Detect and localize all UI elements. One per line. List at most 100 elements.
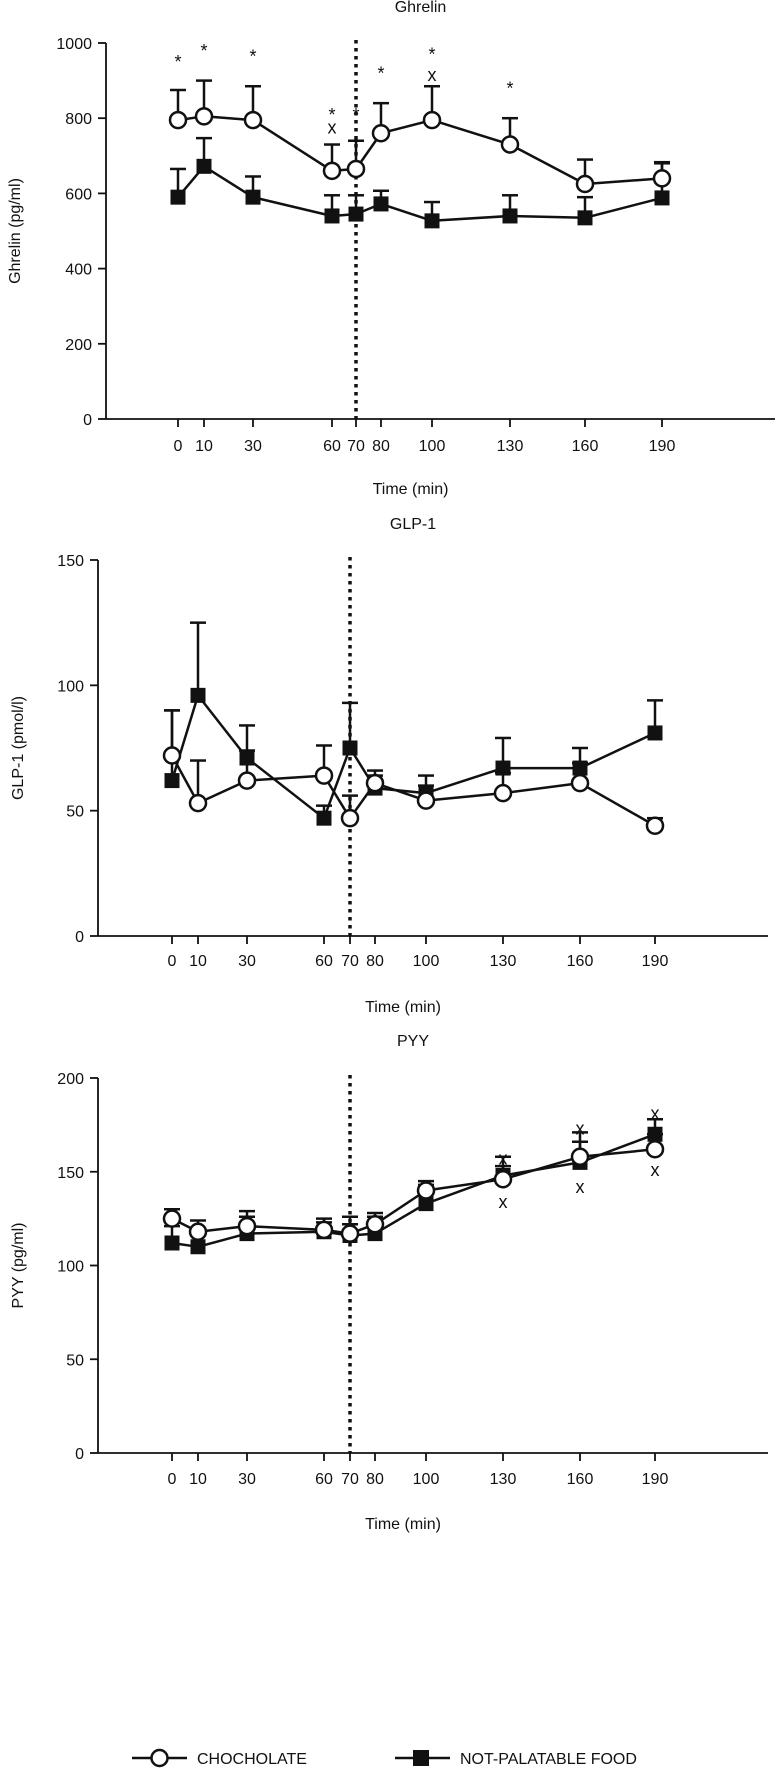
glp-1-x-tick-label-190: 190 bbox=[642, 953, 669, 970]
pyy-annotation-x-4: x bbox=[651, 1104, 660, 1124]
glp-1-x-tick-label-60: 60 bbox=[315, 953, 333, 970]
ghrelin-x-tick-label-160: 160 bbox=[572, 438, 599, 455]
pyy-annotation-x-0: x bbox=[499, 1149, 508, 1169]
ghrelin-chocholate-point bbox=[322, 161, 342, 181]
pyy-x-tick-label-80: 80 bbox=[366, 1471, 384, 1488]
pyy-x-tick-label-10: 10 bbox=[189, 1471, 207, 1488]
glp-1-chocholate-point bbox=[645, 816, 665, 835]
pyy-annotation-x-2: x bbox=[576, 1119, 585, 1139]
pyy-x-tick-label-100: 100 bbox=[413, 1471, 440, 1488]
ghrelin-not-palatable-food-point bbox=[373, 196, 389, 212]
ghrelin-chocholate-point bbox=[652, 169, 672, 188]
glp-1-x-tick-label-10: 10 bbox=[189, 953, 207, 970]
pyy-not-palatable-food-point bbox=[418, 1196, 434, 1212]
pyy-annotation-x-1: x bbox=[499, 1192, 508, 1212]
glp-1-y-tick-label-150: 150 bbox=[57, 553, 84, 570]
pyy-y-tick-label-0: 0 bbox=[75, 1446, 84, 1463]
pyy-chocholate-point bbox=[365, 1215, 385, 1234]
pyy-title: PYY bbox=[397, 1033, 429, 1050]
pyy-x-tick-label-0: 0 bbox=[168, 1471, 177, 1488]
ghrelin-chocholate-series-line bbox=[177, 115, 663, 186]
glp-1-not-palatable-food-point bbox=[647, 725, 663, 741]
pyy-not-palatable-food-point bbox=[190, 1239, 206, 1255]
ghrelin-x-tick-label-100: 100 bbox=[419, 438, 446, 455]
ghrelin-chocholate-point bbox=[371, 123, 391, 143]
ghrelin-not-palatable-food-point bbox=[654, 190, 670, 206]
legend-filled-square-marker bbox=[413, 1750, 429, 1766]
pyy-chocholate-point bbox=[237, 1216, 257, 1236]
glp-1-x-tick-label-100: 100 bbox=[413, 953, 440, 970]
glp-1-chocholate-point bbox=[570, 773, 590, 793]
legend-label-not-palatable-food: NOT-PALATABLE FOOD bbox=[460, 1751, 637, 1768]
glp-1-x-tick-label-70: 70 bbox=[341, 953, 359, 970]
glp-1-not-palatable-food-point bbox=[190, 687, 206, 703]
ghrelin-y-tick-label-0: 0 bbox=[83, 412, 92, 429]
ghrelin-annotation-asterisk-2: * bbox=[249, 47, 256, 67]
ghrelin-x-tick-label-80: 80 bbox=[372, 438, 390, 455]
ghrelin-y-tick-label-1000: 1000 bbox=[56, 36, 92, 53]
pyy-not-palatable-food-point bbox=[647, 1126, 663, 1142]
ghrelin-annotation-asterisk-6: * bbox=[377, 63, 384, 83]
pyy-y-tick-label-200: 200 bbox=[57, 1071, 84, 1088]
pyy-chocholate-point bbox=[416, 1181, 436, 1200]
pyy-chocholate-point bbox=[340, 1224, 360, 1243]
ghrelin-annotation-x-4: x bbox=[328, 118, 337, 138]
ghrelin-not-palatable-food-point bbox=[170, 189, 186, 205]
glp-1-x-tick-label-80: 80 bbox=[366, 953, 384, 970]
ghrelin-chocholate-point bbox=[168, 110, 188, 130]
glp-1-not-palatable-food-series-line bbox=[170, 694, 656, 820]
glp-1-x-axis-title: Time (min) bbox=[365, 999, 441, 1016]
ghrelin-y-axis-title: Ghrelin (pg/ml) bbox=[7, 178, 24, 284]
pyy-chocholate-point bbox=[314, 1220, 334, 1240]
ghrelin-x-tick-label-0: 0 bbox=[174, 438, 183, 455]
ghrelin-x-tick-label-70: 70 bbox=[347, 438, 365, 455]
ghrelin-x-axis-title: Time (min) bbox=[373, 481, 449, 498]
ghrelin-annotation-asterisk-3: * bbox=[328, 105, 335, 125]
ghrelin-chocholate-point bbox=[575, 174, 595, 194]
glp-1-chocholate-point bbox=[493, 783, 513, 803]
pyy-x-tick-label-30: 30 bbox=[238, 1471, 256, 1488]
glp-1-title: GLP-1 bbox=[390, 516, 436, 533]
glp-1-y-tick-label-50: 50 bbox=[66, 804, 84, 821]
ghrelin-not-palatable-food-point bbox=[196, 158, 212, 174]
legend: CHOCHOLATE NOT-PALATABLE FOOD bbox=[132, 1748, 637, 1768]
glp-1-chocholate-point bbox=[162, 746, 182, 765]
glp-1-not-palatable-food-point bbox=[495, 760, 511, 776]
ghrelin-annotation-asterisk-7: * bbox=[428, 45, 435, 65]
ghrelin-chocholate-point bbox=[500, 135, 520, 154]
glp-1-chocholate-point bbox=[314, 766, 334, 785]
pyy-chocholate-point bbox=[493, 1170, 513, 1189]
legend-label-chocolate: CHOCHOLATE bbox=[197, 1751, 307, 1768]
ghrelin-not-palatable-food-point bbox=[577, 210, 593, 226]
glp-1-y-axis-title: GLP-1 (pmol/l) bbox=[10, 696, 27, 800]
pyy-y-tick-label-100: 100 bbox=[57, 1259, 84, 1276]
ghrelin-not-palatable-food-point bbox=[424, 213, 440, 229]
pyy-x-tick-label-60: 60 bbox=[315, 1471, 333, 1488]
glp-1-x-tick-label-30: 30 bbox=[238, 953, 256, 970]
ghrelin-annotation-asterisk-9: * bbox=[506, 78, 513, 98]
glp1-chart: GLP-1 0 50 100 150 0 10 30 60 70 80 100 130 160 190 Tim… bbox=[10, 516, 768, 1016]
pyy-chart: PYY 0 50 100 150 200 0 10 30 60 70 80 100 130 160 190 Ti… bbox=[10, 1033, 768, 1533]
glp-1-not-palatable-food-point bbox=[572, 760, 588, 776]
glp-1-not-palatable-food-point bbox=[342, 740, 358, 756]
glp-1-chocholate-point bbox=[340, 808, 360, 828]
ghrelin-not-palatable-food-point bbox=[324, 208, 340, 224]
pyy-chocholate-series-line bbox=[171, 1148, 656, 1235]
pyy-x-axis-title: Time (min) bbox=[365, 1516, 441, 1533]
pyy-x-tick-label-190: 190 bbox=[642, 1471, 669, 1488]
ghrelin-not-palatable-food-point bbox=[245, 189, 261, 205]
ghrelin-not-palatable-food-series-line bbox=[177, 165, 663, 223]
ghrelin-x-tick-label-10: 10 bbox=[195, 438, 213, 455]
ghrelin-title: Ghrelin bbox=[395, 0, 447, 16]
pyy-chocholate-point bbox=[570, 1147, 590, 1166]
pyy-chocholate-point bbox=[645, 1140, 665, 1159]
ghrelin-chocholate-point bbox=[422, 110, 442, 130]
glp-1-chocholate-point bbox=[365, 773, 385, 793]
pyy-x-tick-label-160: 160 bbox=[567, 1471, 594, 1488]
ghrelin-chocholate-point bbox=[243, 110, 263, 130]
pyy-y-tick-label-50: 50 bbox=[66, 1352, 84, 1369]
ghrelin-y-tick-label-400: 400 bbox=[65, 262, 92, 279]
pyy-chocholate-point bbox=[162, 1209, 182, 1228]
glp-1-chocholate-point bbox=[416, 791, 436, 810]
